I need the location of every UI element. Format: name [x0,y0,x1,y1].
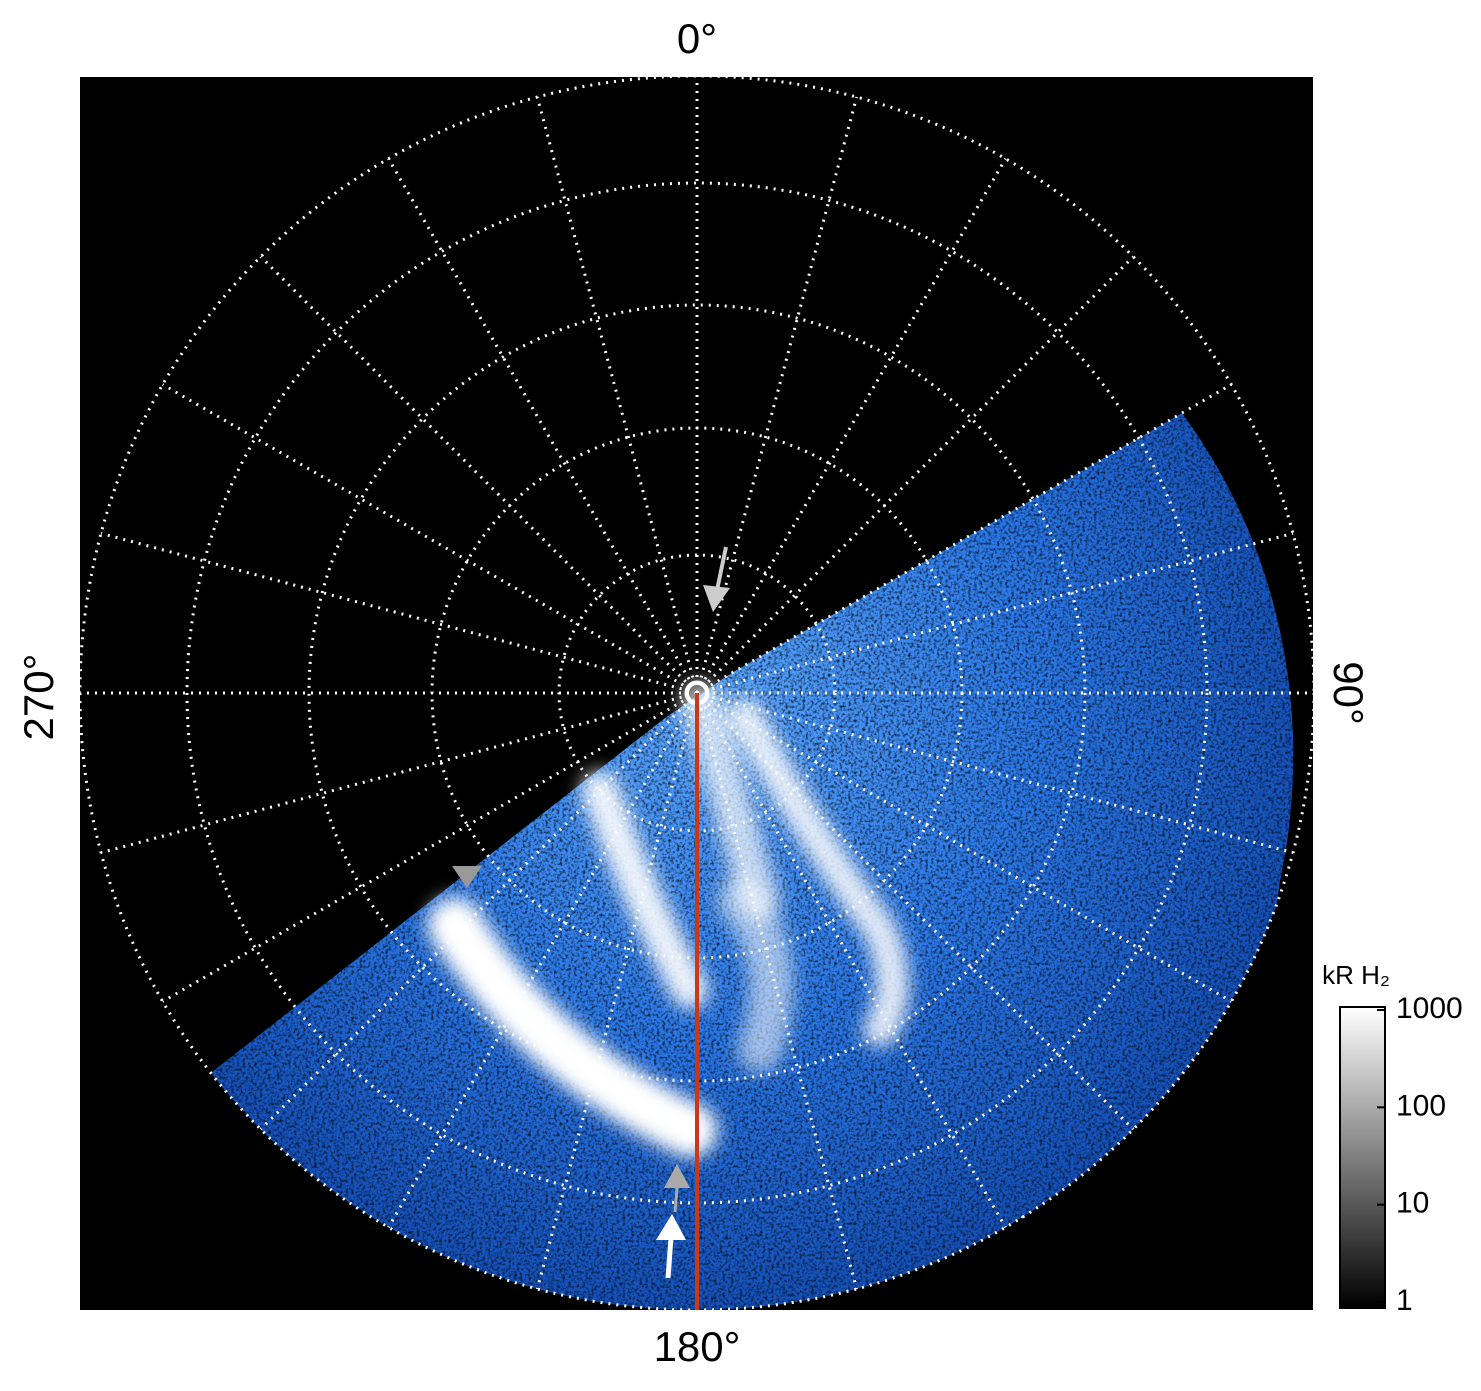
arrows [452,546,730,1279]
angle-label: 270° [15,654,62,741]
bright-arcs [427,680,910,1158]
angle-label: 180° [654,1323,741,1370]
colorbar [1339,1006,1386,1309]
colorbar-tick-label: 100 [1396,1089,1446,1122]
aurora-emission [210,413,1294,1310]
angle-label: 0° [677,15,717,62]
colorbar-tick-label: 1 [1396,1284,1413,1317]
colorbar-tick-label: 10 [1396,1187,1429,1220]
colorbar-title: kR H₂ [1322,960,1390,990]
angle-label: 90° [1325,661,1372,725]
colorbar-tick-label: 1000 [1396,992,1463,1025]
colorbar-ticks: 1 10 100 1000 [1377,992,1463,1317]
